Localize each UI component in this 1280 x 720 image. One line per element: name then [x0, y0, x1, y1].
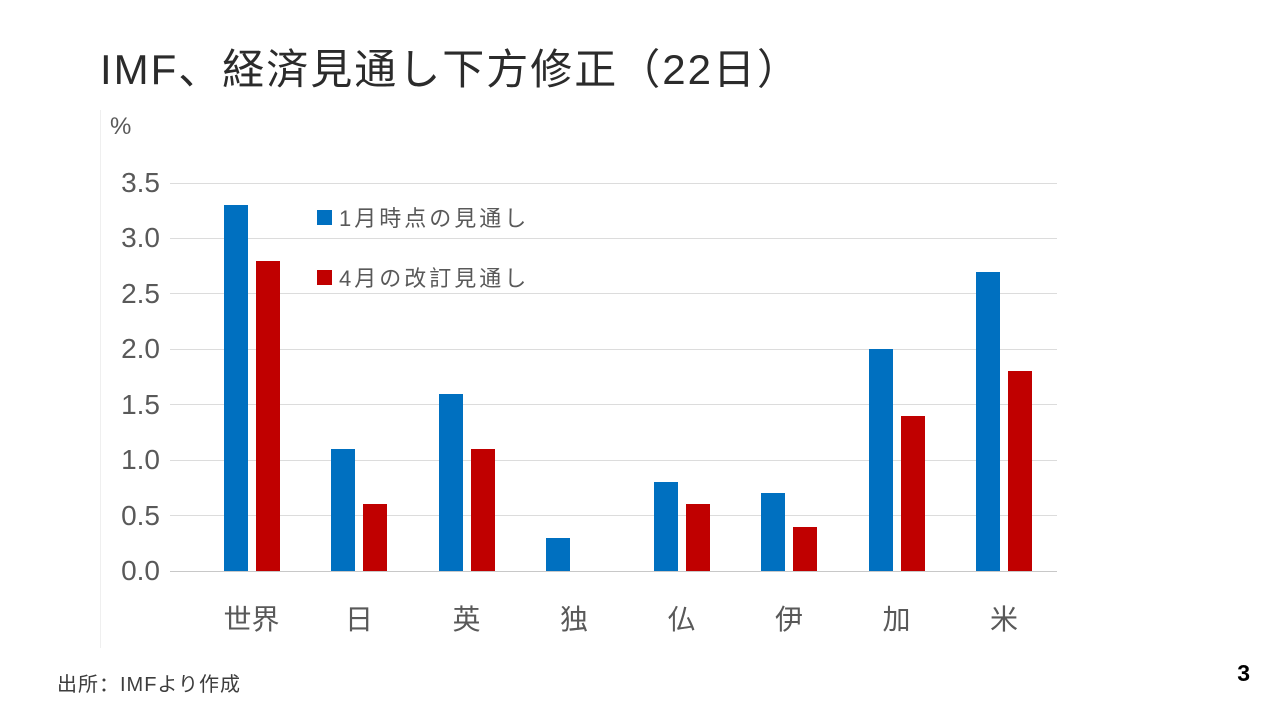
- gridline: [170, 404, 1057, 406]
- x-category-label: 英: [452, 604, 481, 635]
- bar-april-forecast: [470, 449, 495, 571]
- x-category-label: 米: [989, 604, 1018, 635]
- bar-april-forecast: [255, 261, 280, 571]
- y-axis-unit-label: %: [110, 113, 132, 140]
- gridline: [170, 348, 1057, 350]
- x-category-label: 伊: [774, 604, 803, 635]
- gridline: [170, 182, 1057, 184]
- bar-january-forecast: [546, 538, 570, 571]
- bar-april-forecast: [900, 416, 925, 571]
- bar-january-forecast: [653, 482, 678, 571]
- legend-item: 1月時点の見通し: [317, 202, 529, 232]
- bar-january-forecast: [331, 449, 355, 571]
- y-tick-label: 3.0: [121, 222, 160, 254]
- gridline: [170, 515, 1057, 517]
- x-category-label: 独: [559, 604, 588, 635]
- y-tick-label: 2.0: [121, 333, 160, 365]
- x-axis-line: [170, 570, 1057, 572]
- bar-january-forecast: [223, 205, 248, 571]
- bar-april-forecast: [793, 527, 817, 571]
- legend-item: 4月の改訂見通し: [317, 262, 529, 292]
- gridline: [170, 459, 1057, 461]
- x-category-label: 仏: [667, 604, 696, 635]
- page-number: 3: [1237, 660, 1250, 686]
- bar-january-forecast: [438, 394, 463, 571]
- y-tick-label: 2.5: [121, 277, 160, 309]
- bar-january-forecast: [976, 272, 1000, 571]
- x-category-label: 世界: [223, 604, 280, 635]
- legend-label: 1月時点の見通し: [339, 206, 530, 231]
- bar-april-forecast: [685, 504, 710, 571]
- bar-january-forecast: [868, 349, 893, 571]
- page-title: IMF、経済見通し下方修正（22日）: [100, 46, 802, 93]
- y-tick-label: 0.0: [121, 555, 160, 586]
- bar-april-forecast: [363, 504, 387, 571]
- chart-area-edge: [100, 110, 101, 648]
- y-tick-label: 1.5: [121, 388, 160, 420]
- x-category-label: 加: [882, 604, 911, 635]
- x-category-label: 日: [344, 604, 373, 635]
- bar-april-forecast: [1008, 371, 1032, 571]
- legend-label: 4月の改訂見通し: [339, 266, 530, 291]
- y-tick-label: 1.0: [121, 444, 160, 476]
- y-tick-label: 3.5: [121, 167, 160, 198]
- legend-swatch-icon: [317, 269, 332, 285]
- source-note: 出所：IMFより作成: [57, 674, 242, 696]
- gridline: [170, 293, 1057, 295]
- bar-january-forecast: [761, 493, 785, 571]
- gridline: [170, 237, 1057, 239]
- legend-swatch-icon: [317, 209, 332, 225]
- y-tick-label: 0.5: [121, 499, 160, 531]
